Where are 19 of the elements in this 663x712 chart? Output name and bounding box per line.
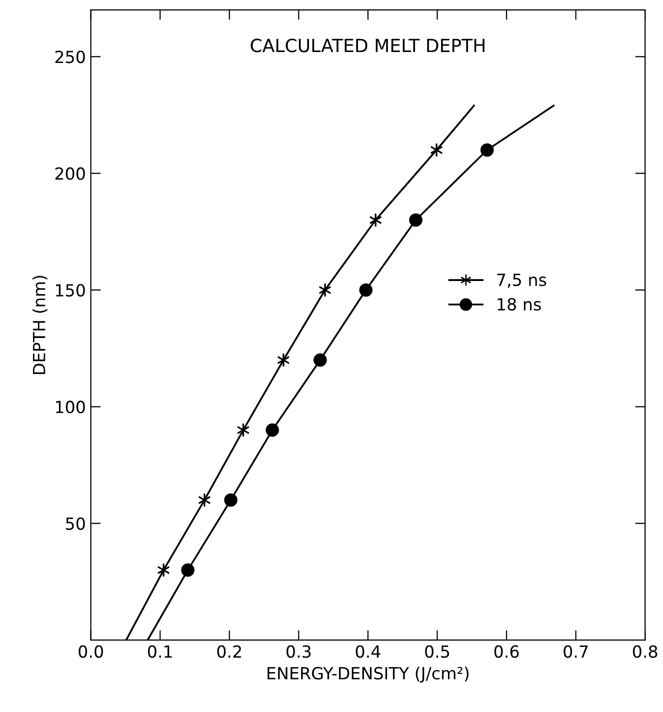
text: CALCULATED MELT DEPTH [250, 38, 484, 52]
y-tick-label: 100 [56, 400, 85, 414]
x-tick-label: 0.5 [425, 645, 450, 658]
x-tick-label: 0.6 [494, 645, 519, 658]
x-tick-label: 0.2 [217, 645, 241, 658]
x-tick-label: 0.7 [564, 645, 588, 658]
legend-label: 18 ns [498, 298, 541, 311]
y-tick-label: 250 [55, 50, 85, 64]
y-axis-title: DEPTH (nm) [32, 276, 48, 374]
y-tick-label: 200 [55, 167, 85, 180]
x-tick-label: 0.4 [356, 645, 380, 658]
x-tick-label: 0.1 [148, 645, 172, 658]
legend-label: 7,5 ns [497, 274, 546, 288]
x-axis-title: ENERGY-DENSITY (J/cm²) [268, 666, 469, 683]
x-tick-label: 0.8 [632, 645, 658, 658]
x-tick-label: 0.3 [286, 645, 311, 658]
y-tick-label: 50 [66, 517, 85, 530]
x-tick-label: 0.0 [78, 645, 103, 658]
y-tick-label: 150 [56, 284, 85, 297]
